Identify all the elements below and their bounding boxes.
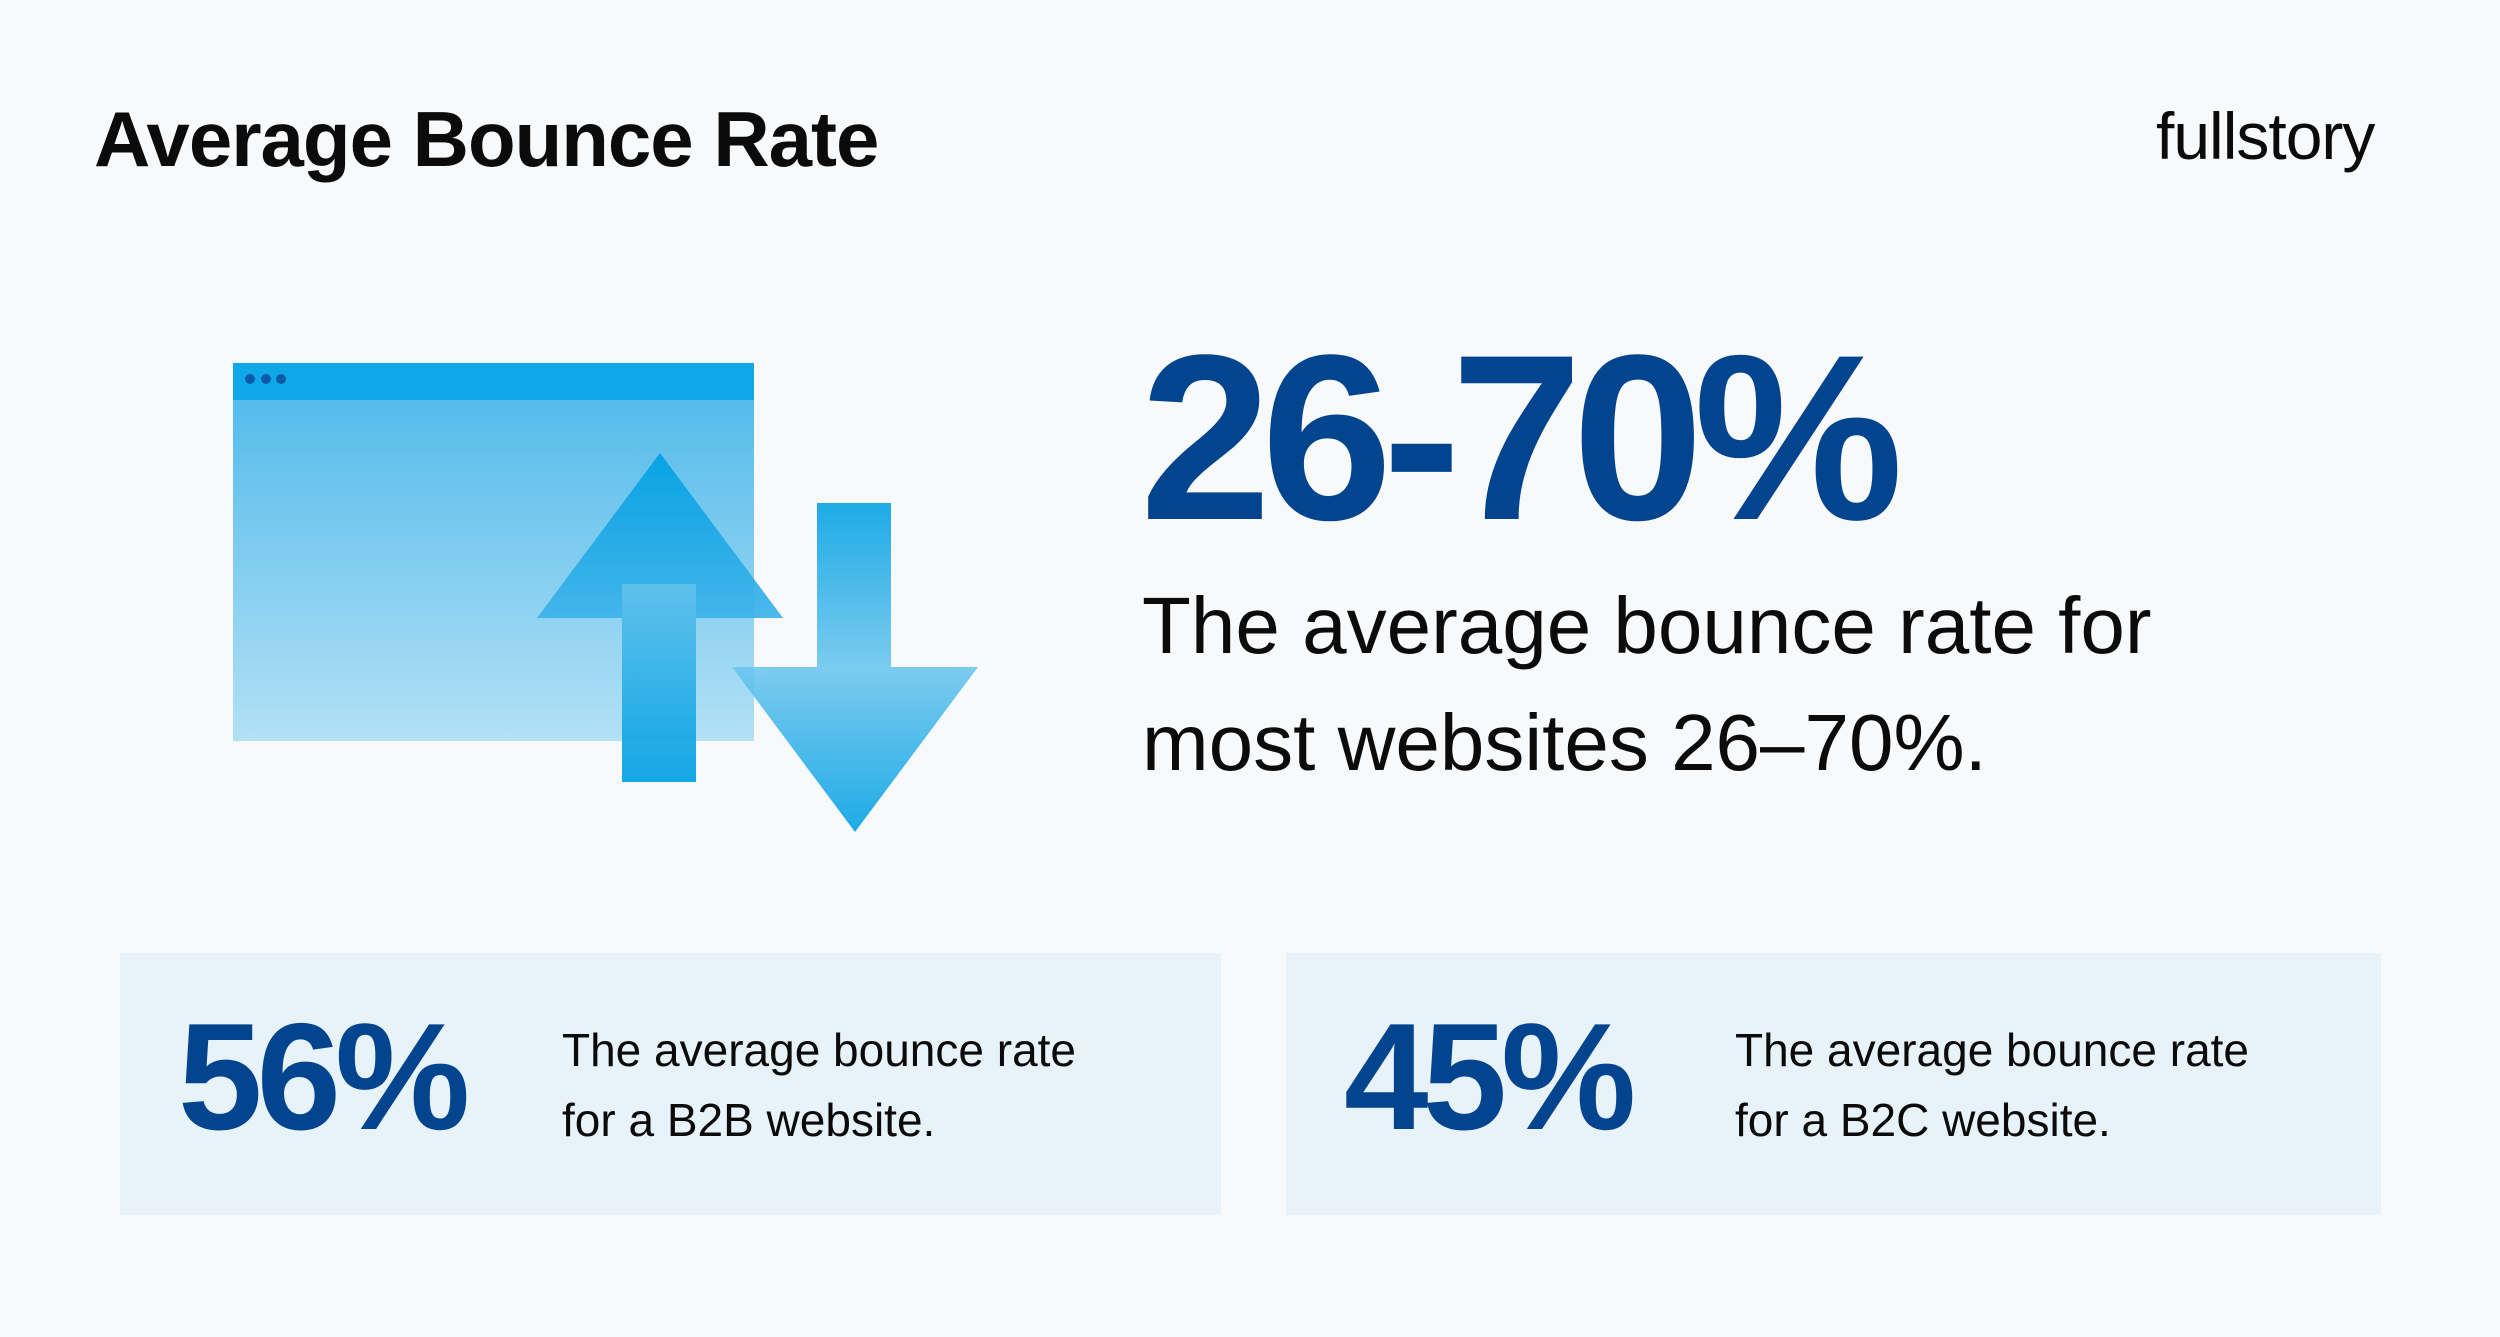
stat-card-value: 45%	[1344, 992, 1636, 1162]
stat-card-line-2: for a B2C website.	[1735, 1094, 2111, 1146]
arrow-up-icon	[537, 453, 783, 782]
stat-card-b2c: 45% The average bounce rate for a B2C we…	[1286, 953, 2381, 1215]
stat-card-line-2: for a B2B website.	[562, 1094, 936, 1146]
fullstory-logo: fullstory	[2156, 99, 2375, 173]
hero-stat: 26-70%	[1140, 306, 1903, 570]
stat-card-b2b: 56% The average bounce rate for a B2B we…	[120, 953, 1221, 1215]
hero-description: The average bounce rate for most website…	[1142, 567, 2392, 801]
stat-card-description: The average bounce rate for a B2C websit…	[1735, 1015, 2249, 1155]
stat-card-line-1: The average bounce rate	[1735, 1024, 2250, 1076]
hero-description-line-2: most websites 26–70%.	[1142, 698, 1987, 787]
stat-card-description: The average bounce rate for a B2B websit…	[562, 1015, 1076, 1155]
stat-card-line-1: The average bounce rate	[562, 1024, 1077, 1076]
arrow-down-icon	[732, 503, 978, 832]
bounce-illustration-icon	[233, 363, 978, 832]
stat-card-value: 56%	[178, 992, 470, 1162]
page-title: Average Bounce Rate	[94, 95, 879, 183]
hero-description-line-1: The average bounce rate for	[1142, 581, 2152, 670]
